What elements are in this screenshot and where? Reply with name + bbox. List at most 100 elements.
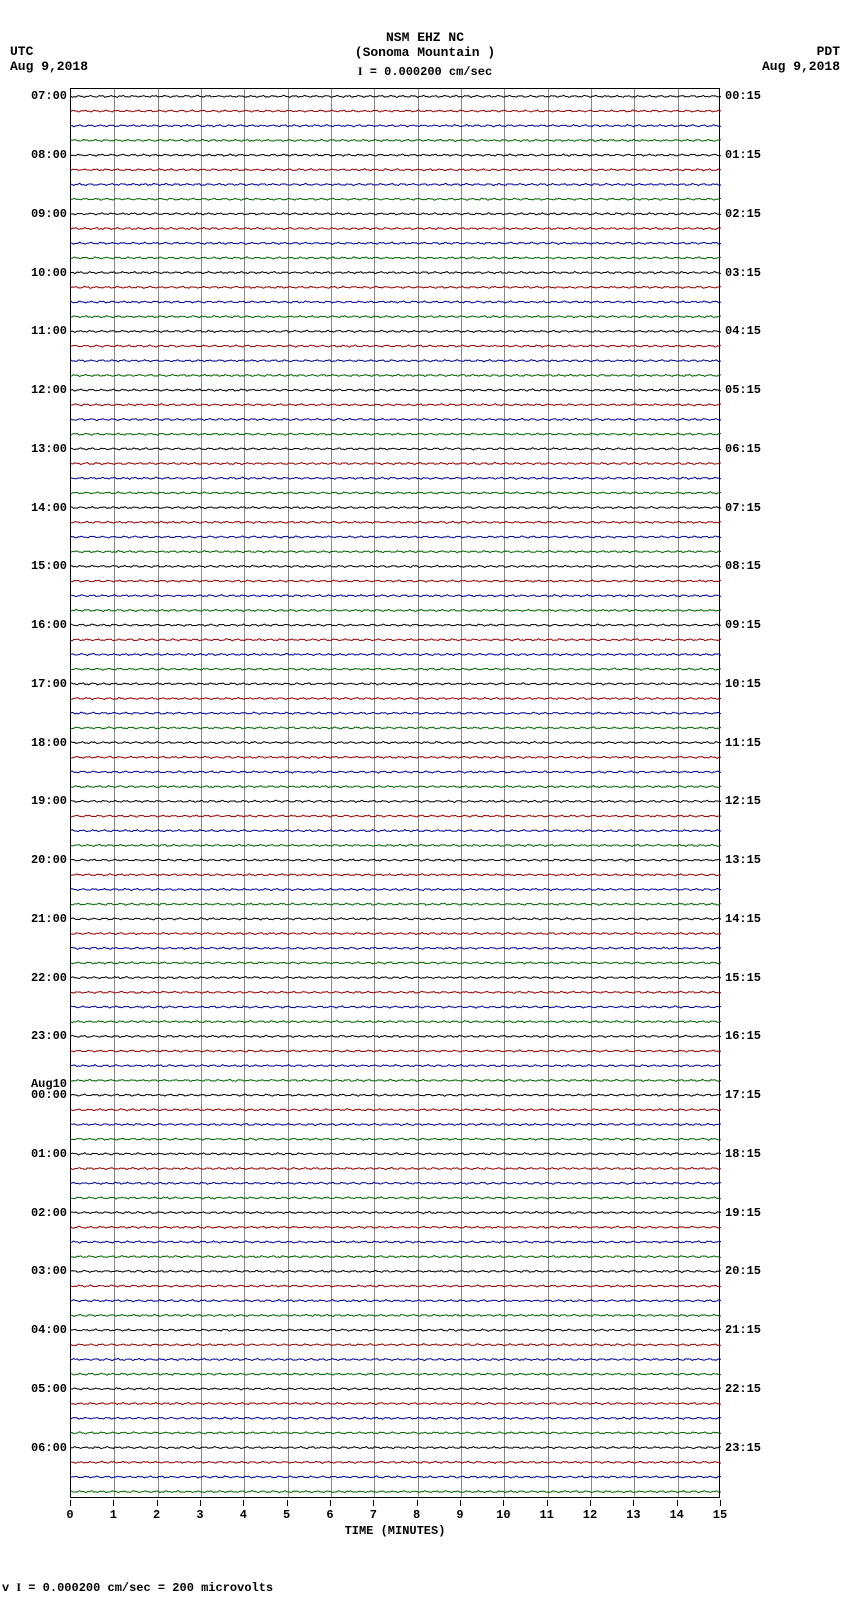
pdt-time-label: 02:15 (725, 207, 761, 221)
x-tick-label: 4 (240, 1508, 247, 1522)
seismic-trace (71, 462, 721, 464)
seismic-trace (71, 653, 721, 655)
left-timezone-block: UTC Aug 9,2018 (10, 44, 88, 74)
seismic-trace (71, 1461, 721, 1463)
x-tick-label: 10 (496, 1508, 510, 1522)
x-tick (460, 1500, 461, 1506)
helicorder-plot: 07:0000:1508:0001:1509:0002:1510:0003:15… (70, 88, 720, 1498)
x-tick-label: 5 (283, 1508, 290, 1522)
trace-row: 18:0011:15 (71, 743, 721, 744)
seismic-trace (71, 374, 721, 376)
seismic-trace (71, 1314, 721, 1316)
right-timezone: PDT (762, 44, 840, 59)
seismic-trace (71, 139, 721, 141)
trace-row: 14:0007:15 (71, 508, 721, 509)
seismic-trace (71, 301, 721, 303)
trace-row: 20:0013:15 (71, 860, 721, 861)
seismic-trace (71, 639, 721, 641)
utc-time-label: 02:00 (31, 1206, 67, 1220)
seismic-trace (71, 551, 721, 553)
seismic-trace (71, 903, 721, 905)
x-tick (200, 1500, 201, 1506)
seismic-trace (71, 125, 721, 127)
utc-time-label: 05:00 (31, 1382, 67, 1396)
seismic-trace (71, 771, 721, 773)
pdt-time-label: 18:15 (725, 1147, 761, 1161)
seismic-trace (71, 1490, 721, 1492)
station-location: (Sonoma Mountain ) (0, 45, 850, 60)
seismic-trace (71, 932, 721, 934)
seismic-trace (71, 1358, 721, 1360)
trace-row: 02:0019:15 (71, 1213, 721, 1214)
pdt-time-label: 00:15 (725, 89, 761, 103)
trace-row: 01:0018:15 (71, 1154, 721, 1155)
seismic-trace (71, 727, 721, 729)
pdt-time-label: 11:15 (725, 736, 761, 750)
right-timezone-block: PDT Aug 9,2018 (762, 44, 840, 74)
seismic-trace (71, 1197, 721, 1199)
seismic-trace (71, 756, 721, 758)
right-date: Aug 9,2018 (762, 59, 840, 74)
x-tick (113, 1500, 114, 1506)
trace-row: 08:0001:15 (71, 155, 721, 156)
seismic-trace (71, 1021, 721, 1023)
pdt-time-label: 23:15 (725, 1441, 761, 1455)
seismic-trace (71, 595, 721, 597)
seismic-trace (71, 521, 721, 523)
pdt-time-label: 05:15 (725, 383, 761, 397)
trace-row: 06:0023:15 (71, 1448, 721, 1449)
seismic-trace (71, 418, 721, 420)
pdt-time-label: 12:15 (725, 794, 761, 808)
trace-row: Aug1000:0017:15 (71, 1095, 721, 1096)
pdt-time-label: 06:15 (725, 442, 761, 456)
seismic-trace (71, 1226, 721, 1228)
utc-time-label: 04:00 (31, 1323, 67, 1337)
utc-time-label: 16:00 (31, 618, 67, 632)
trace-row: 22:0015:15 (71, 978, 721, 979)
seismic-trace (71, 169, 721, 171)
x-tick (633, 1500, 634, 1506)
seismic-trace (71, 668, 721, 670)
utc-time-label: 01:00 (31, 1147, 67, 1161)
utc-time-label: 07:00 (31, 89, 67, 103)
seismic-trace (71, 1432, 721, 1434)
footer-scale: v I = 0.000200 cm/sec = 200 microvolts (2, 1580, 273, 1595)
seismic-trace (71, 404, 721, 406)
trace-row: 16:0009:15 (71, 625, 721, 626)
utc-time-label: 14:00 (31, 501, 67, 515)
pdt-time-label: 15:15 (725, 971, 761, 985)
utc-time-label: 15:00 (31, 559, 67, 573)
seismic-trace (71, 536, 721, 538)
seismic-trace (71, 433, 721, 435)
x-tick (287, 1500, 288, 1506)
seismic-trace (71, 1182, 721, 1184)
footer-prefix: v (2, 1581, 16, 1595)
left-date: Aug 9,2018 (10, 59, 88, 74)
seismic-trace (71, 198, 721, 200)
utc-time-label: 00:00 (31, 1088, 67, 1102)
seismic-trace (71, 345, 721, 347)
utc-time-label: 13:00 (31, 442, 67, 456)
x-tick (547, 1500, 548, 1506)
seismic-trace (71, 257, 721, 259)
chart-header: NSM EHZ NC (Sonoma Mountain ) I = 0.0002… (0, 30, 850, 79)
seismic-trace (71, 1344, 721, 1346)
seismic-trace (71, 697, 721, 699)
utc-time-label: 23:00 (31, 1029, 67, 1043)
x-tick-label: 2 (153, 1508, 160, 1522)
utc-time-label: 22:00 (31, 971, 67, 985)
x-tick-label: 15 (713, 1508, 727, 1522)
seismic-trace (71, 227, 721, 229)
x-tick (373, 1500, 374, 1506)
seismic-trace (71, 1285, 721, 1287)
trace-row: 13:0006:15 (71, 449, 721, 450)
seismic-trace (71, 712, 721, 714)
x-axis: TIME (MINUTES) 0123456789101112131415 (70, 1500, 720, 1540)
utc-time-label: 10:00 (31, 266, 67, 280)
pdt-time-label: 22:15 (725, 1382, 761, 1396)
x-tick-label: 3 (196, 1508, 203, 1522)
trace-row: 07:0000:15 (71, 96, 721, 97)
seismic-trace (71, 1417, 721, 1419)
x-tick-label: 6 (326, 1508, 333, 1522)
x-axis-title: TIME (MINUTES) (70, 1524, 720, 1538)
